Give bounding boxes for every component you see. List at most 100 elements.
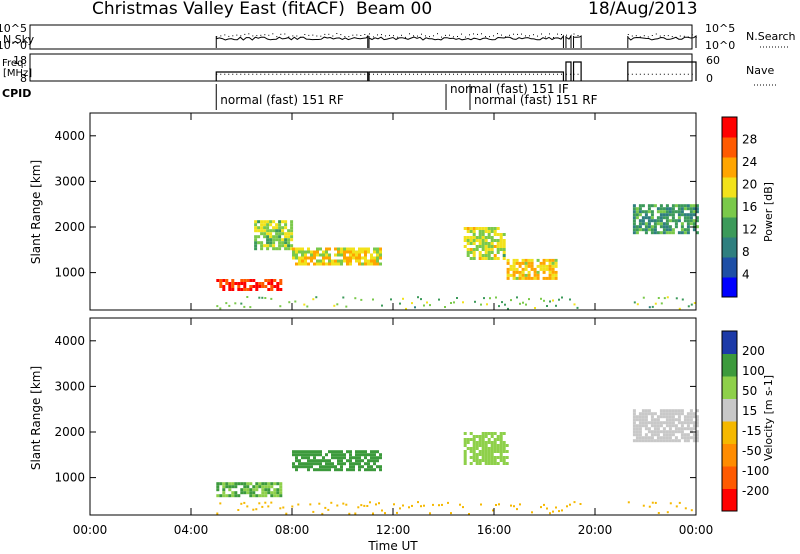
scatter-cell xyxy=(653,219,657,223)
scatter-cell xyxy=(545,267,549,271)
scatter-cell xyxy=(499,236,503,239)
scatter-cell xyxy=(284,235,288,239)
scatter-cell xyxy=(493,450,497,453)
ground-scatter-cell xyxy=(558,510,560,513)
scatter-cell xyxy=(340,459,343,463)
scatter-cell xyxy=(677,219,681,223)
scatter-cell xyxy=(695,436,699,440)
scatter-cell xyxy=(298,453,301,457)
scatter-cell xyxy=(665,409,669,413)
scatter-cell xyxy=(484,456,488,459)
scatter-cell xyxy=(222,285,226,288)
ground-scatter-cell xyxy=(321,512,324,515)
scatter-cell xyxy=(632,415,636,419)
scatter-cell xyxy=(484,239,488,242)
ground-scatter-cell xyxy=(489,297,491,300)
scatter-cell xyxy=(275,223,279,227)
scatter-cell xyxy=(301,256,304,260)
scatter-cell xyxy=(370,453,373,457)
scatter-cell xyxy=(674,412,678,416)
colorbar-tick-label: 16 xyxy=(742,200,757,214)
scatter-cell xyxy=(307,256,310,260)
scatter-cell xyxy=(295,250,298,254)
scatter-cell xyxy=(692,415,696,419)
scatter-cell xyxy=(261,491,265,495)
scatter-cell xyxy=(263,232,267,236)
scatter-cell xyxy=(361,450,364,454)
scatter-cell xyxy=(502,462,506,465)
scatter-cell xyxy=(352,462,355,466)
scatter-cell xyxy=(343,259,346,263)
scatter-cell xyxy=(683,231,687,235)
scatter-cell xyxy=(644,436,648,440)
scatter-cell xyxy=(370,450,373,454)
scatter-cell xyxy=(279,282,283,285)
scatter-cell xyxy=(249,288,253,291)
scatter-cell xyxy=(481,444,485,447)
scatter-cell xyxy=(376,456,379,460)
ground-scatter-cell xyxy=(654,302,657,305)
scatter-cell xyxy=(261,482,265,486)
scatter-cell xyxy=(635,433,639,437)
scatter-cell xyxy=(219,279,223,282)
scatter-cell xyxy=(246,279,250,282)
scatter-cell xyxy=(310,253,313,257)
scatter-cell xyxy=(319,450,322,454)
scatter-cell xyxy=(695,415,699,419)
scatter-cell xyxy=(635,424,639,428)
scatter-cell xyxy=(292,465,295,469)
scatter-cell xyxy=(647,204,651,208)
scatter-cell xyxy=(472,239,476,242)
ground-scatter-cell xyxy=(306,305,309,308)
scatter-cell xyxy=(632,409,636,413)
scatter-cell xyxy=(656,222,660,226)
scatter-cell xyxy=(638,415,642,419)
scatter-cell xyxy=(638,424,642,428)
scatter-cell xyxy=(316,262,319,266)
scatter-cell xyxy=(478,227,482,230)
scatter-cell xyxy=(686,427,690,431)
scatter-cell xyxy=(677,412,681,416)
scatter-cell xyxy=(279,485,283,489)
scatter-cell xyxy=(463,453,467,456)
scatter-cell xyxy=(334,259,337,263)
ground-scatter-cell xyxy=(474,300,476,303)
power-ylabel: Slant Range [km] xyxy=(29,160,43,264)
scatter-cell xyxy=(496,257,500,260)
scatter-cell xyxy=(340,262,343,266)
scatter-cell xyxy=(551,273,555,277)
scatter-cell xyxy=(686,228,690,232)
scatter-cell xyxy=(548,264,552,268)
scatter-cell xyxy=(273,482,277,486)
scatter-cell xyxy=(475,236,479,239)
scatter-cell xyxy=(298,250,301,254)
nsearch-point xyxy=(417,35,418,37)
ground-scatter-cell xyxy=(360,504,363,507)
scatter-cell xyxy=(281,241,285,245)
scatter-cell xyxy=(295,465,298,469)
scatter-cell xyxy=(340,259,343,263)
colorbar-tick-label: 4 xyxy=(742,268,750,282)
colorbar-swatch xyxy=(722,466,737,489)
scatter-cell xyxy=(328,256,331,260)
scatter-cell xyxy=(542,270,546,274)
scatter-cell xyxy=(662,412,666,416)
scatter-cell xyxy=(680,436,684,440)
scatter-cell xyxy=(310,453,313,457)
ground-scatter-cell xyxy=(390,298,392,301)
scatter-cell xyxy=(542,276,546,280)
scatter-cell xyxy=(509,267,513,271)
scatter-cell xyxy=(307,459,310,463)
nsearch-point xyxy=(377,34,378,36)
scatter-cell xyxy=(490,251,494,254)
scatter-cell xyxy=(505,444,509,447)
ground-scatter-cell xyxy=(648,505,651,508)
scatter-cell xyxy=(228,488,232,492)
scatter-cell xyxy=(472,444,476,447)
ground-scatter-cell xyxy=(405,307,407,310)
scatter-cell xyxy=(493,233,497,236)
scatter-cell xyxy=(683,216,687,220)
scatter-cell xyxy=(689,418,693,422)
scatter-cell xyxy=(376,450,379,454)
scatter-cell xyxy=(683,436,687,440)
